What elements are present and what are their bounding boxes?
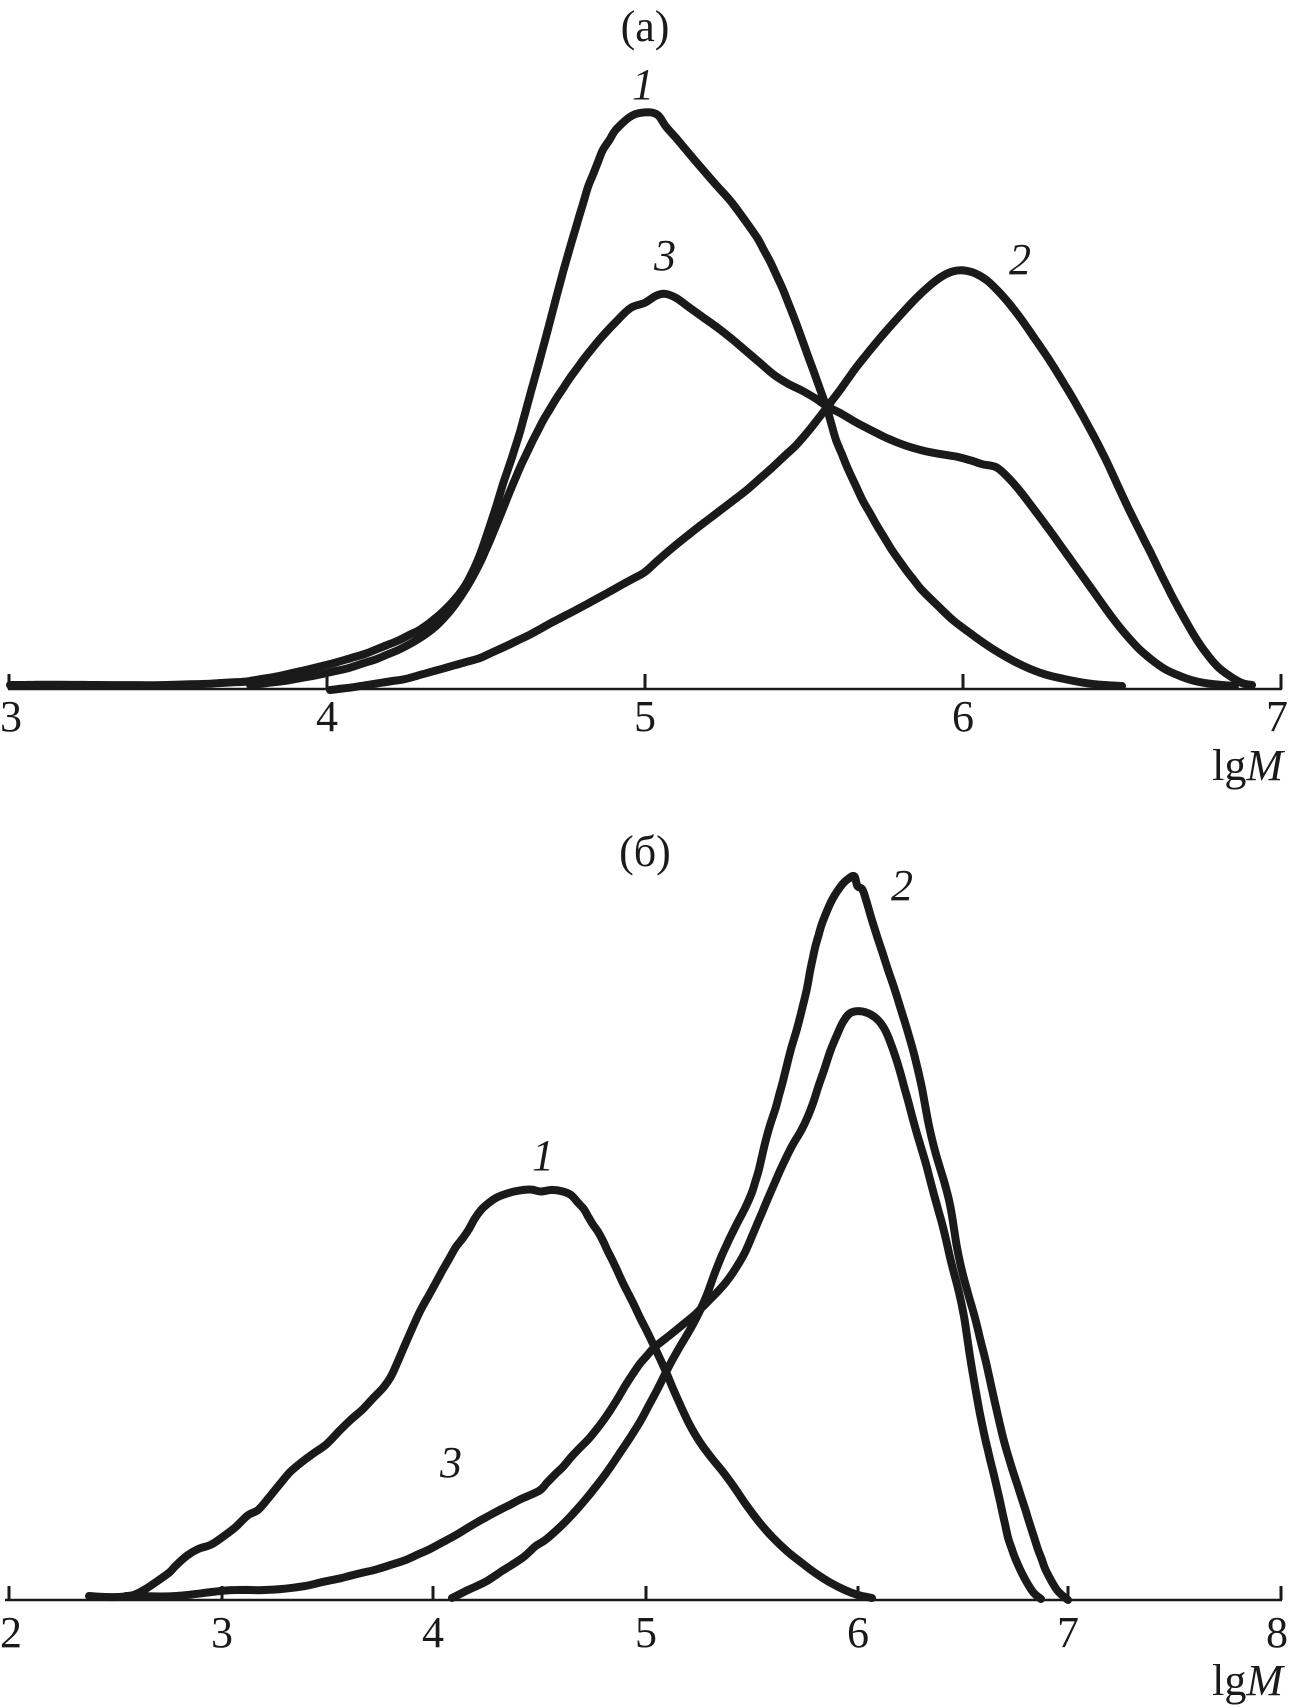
- svg-text:8: 8: [1266, 1608, 1288, 1657]
- svg-text:5: 5: [634, 692, 656, 741]
- svg-text:(б): (б): [619, 827, 671, 876]
- svg-text:3: 3: [439, 1438, 462, 1487]
- svg-text:lgM: lgM: [1212, 1656, 1285, 1705]
- svg-text:3: 3: [653, 231, 676, 280]
- svg-text:5: 5: [635, 1608, 657, 1657]
- svg-text:1: 1: [532, 1131, 554, 1180]
- svg-text:6: 6: [847, 1608, 869, 1657]
- svg-text:2: 2: [1009, 235, 1031, 284]
- svg-text:3: 3: [211, 1608, 233, 1657]
- svg-text:2: 2: [0, 1608, 22, 1657]
- svg-text:7: 7: [1057, 1608, 1079, 1657]
- svg-text:6: 6: [952, 692, 974, 741]
- svg-text:3: 3: [0, 692, 22, 741]
- svg-text:(а): (а): [621, 2, 670, 51]
- svg-text:2: 2: [891, 861, 913, 910]
- svg-text:lgM: lgM: [1212, 741, 1285, 790]
- svg-text:4: 4: [316, 692, 338, 741]
- svg-text:7: 7: [1266, 692, 1288, 741]
- svg-text:1: 1: [632, 60, 654, 109]
- svg-text:4: 4: [422, 1608, 444, 1657]
